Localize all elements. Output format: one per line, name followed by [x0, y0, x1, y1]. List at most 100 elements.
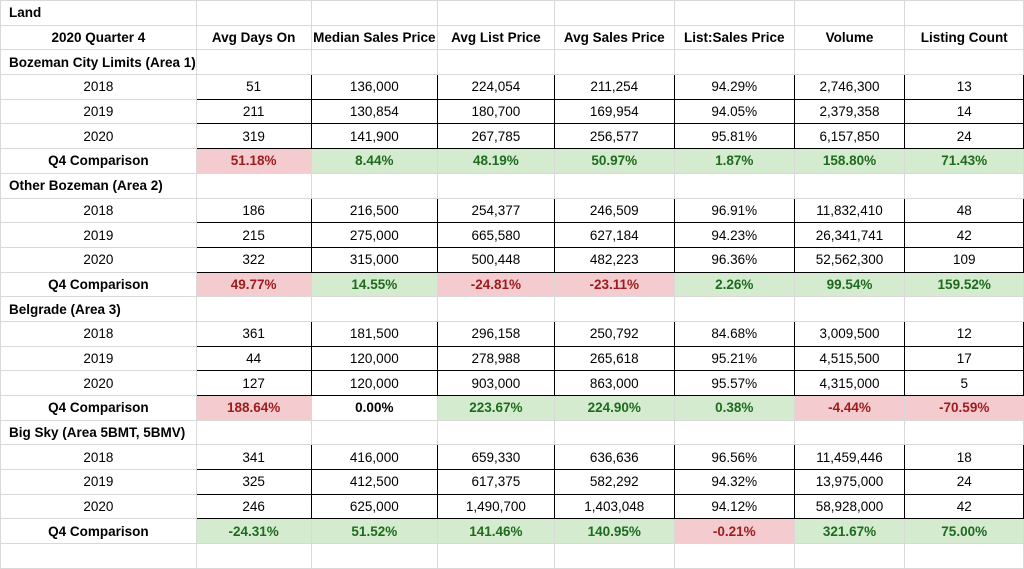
table-row: 2020 322 315,000 500,448 482,223 96.36% 52,562…: [0, 246, 1024, 273]
data-cell: 42: [904, 222, 1024, 248]
comparison-label: Q4 Comparison: [0, 271, 197, 298]
data-cell: 26,341,741: [793, 222, 906, 248]
data-cell: 246: [195, 493, 312, 520]
year-cell: 2020: [0, 123, 197, 150]
data-cell: 211,254: [553, 74, 675, 100]
data-cell: 267,785: [437, 123, 555, 150]
data-cell: 44: [195, 345, 312, 372]
data-cell: 416,000: [310, 444, 439, 471]
data-cell: 186: [195, 197, 312, 224]
comparison-cell: 2.26%: [673, 271, 795, 298]
data-cell: 412,500: [310, 469, 439, 495]
comparison-cell: 0.38%: [673, 395, 795, 421]
data-cell: 246,509: [553, 197, 675, 224]
data-cell: 863,000: [553, 370, 675, 396]
header-list-sales-price: List:Sales Price: [673, 24, 795, 51]
table-row: 2019 325 412,500 617,375 582,292 94.32% 13,975…: [0, 469, 1024, 495]
data-cell: 500,448: [437, 246, 555, 273]
data-cell: 94.23%: [673, 222, 795, 248]
section-title-row: Big Sky (Area 5BMT, 5BMV): [0, 419, 1024, 446]
data-cell: 903,000: [437, 370, 555, 396]
data-cell: 341: [195, 444, 312, 471]
data-cell: 659,330: [437, 444, 555, 471]
data-cell: 14: [904, 98, 1024, 125]
data-cell: 24: [904, 469, 1024, 495]
data-cell: 361: [195, 320, 312, 347]
data-cell: 24: [904, 123, 1024, 150]
data-cell: 181,500: [310, 320, 439, 347]
year-cell: 2020: [0, 246, 197, 273]
comparison-cell: 14.55%: [310, 271, 439, 298]
year-cell: 2018: [0, 74, 197, 100]
comparison-cell: 0.00%: [310, 395, 439, 421]
data-cell: 3,009,500: [793, 320, 906, 347]
data-cell: 169,954: [553, 98, 675, 125]
comparison-cell: 224.90%: [553, 395, 675, 421]
sheet-title: Land: [0, 0, 197, 26]
comparison-row: Q4 Comparison 51.18% 8.44% 48.19% 50.97% 1.87…: [0, 148, 1024, 174]
comparison-cell: 48.19%: [437, 148, 555, 174]
header-avg-list-price: Avg List Price: [437, 24, 555, 51]
comparison-cell: 8.44%: [310, 148, 439, 174]
year-cell: 2019: [0, 98, 197, 125]
data-cell: 130,854: [310, 98, 439, 125]
data-cell: 13: [904, 74, 1024, 100]
data-cell: 52,562,300: [793, 246, 906, 273]
data-cell: 636,636: [553, 444, 675, 471]
table-row: 2020 319 141,900 267,785 256,577 95.81% 6,157,…: [0, 123, 1024, 150]
section-title-row: Belgrade (Area 3): [0, 296, 1024, 322]
data-cell: 2,746,300: [793, 74, 906, 100]
year-cell: 2018: [0, 197, 197, 224]
comparison-row: Q4 Comparison 49.77% 14.55% -24.81% -23.11% 2…: [0, 271, 1024, 298]
comparison-cell: -23.11%: [553, 271, 675, 298]
data-cell: 95.21%: [673, 345, 795, 372]
comparison-cell: -70.59%: [904, 395, 1024, 421]
comparison-cell: 141.46%: [437, 518, 555, 545]
comparison-cell: 99.54%: [793, 271, 906, 298]
data-cell: 120,000: [310, 370, 439, 396]
data-cell: 482,223: [553, 246, 675, 273]
year-cell: 2018: [0, 444, 197, 471]
comparison-cell: -4.44%: [793, 395, 906, 421]
data-cell: 180,700: [437, 98, 555, 125]
comparison-label: Q4 Comparison: [0, 148, 197, 174]
data-cell: 11,832,410: [793, 197, 906, 224]
data-cell: 94.29%: [673, 74, 795, 100]
data-cell: 216,500: [310, 197, 439, 224]
comparison-label: Q4 Comparison: [0, 395, 197, 421]
data-cell: 96.91%: [673, 197, 795, 224]
header-avg-days-on: Avg Days On: [195, 24, 312, 51]
year-cell: 2019: [0, 469, 197, 495]
table-row: 2018 51 136,000 224,054 211,254 94.29% 2,746,3…: [0, 74, 1024, 100]
comparison-label: Q4 Comparison: [0, 518, 197, 545]
comparison-cell: 188.64%: [195, 395, 312, 421]
data-cell: 275,000: [310, 222, 439, 248]
data-cell: 136,000: [310, 74, 439, 100]
data-cell: 250,792: [553, 320, 675, 347]
table-row: 2018 361 181,500 296,158 250,792 84.68% 3,009,…: [0, 320, 1024, 347]
data-cell: 12: [904, 320, 1024, 347]
header-period: 2020 Quarter 4: [0, 24, 197, 51]
data-cell: 1,403,048: [553, 493, 675, 520]
data-cell: 94.05%: [673, 98, 795, 125]
data-cell: 5: [904, 370, 1024, 396]
comparison-row: Q4 Comparison 188.64% 0.00% 223.67% 224.90% 0…: [0, 395, 1024, 421]
section-title: Other Bozeman (Area 2): [0, 172, 197, 199]
comparison-cell: -0.21%: [673, 518, 795, 545]
data-cell: 4,315,000: [793, 370, 906, 396]
comparison-row: Q4 Comparison -24.31% 51.52% 141.46% 140.95%…: [0, 518, 1024, 545]
data-cell: 215: [195, 222, 312, 248]
comparison-cell: 140.95%: [553, 518, 675, 545]
table-row: 2020 246 625,000 1,490,700 1,403,048 94.12% 58…: [0, 493, 1024, 520]
data-cell: 582,292: [553, 469, 675, 495]
data-cell: 42: [904, 493, 1024, 520]
data-cell: 319: [195, 123, 312, 150]
data-cell: 95.81%: [673, 123, 795, 150]
data-cell: 48: [904, 197, 1024, 224]
data-cell: 265,618: [553, 345, 675, 372]
header-listing-count: Listing Count: [904, 24, 1024, 51]
year-cell: 2020: [0, 493, 197, 520]
comparison-cell: 223.67%: [437, 395, 555, 421]
data-cell: 211: [195, 98, 312, 125]
